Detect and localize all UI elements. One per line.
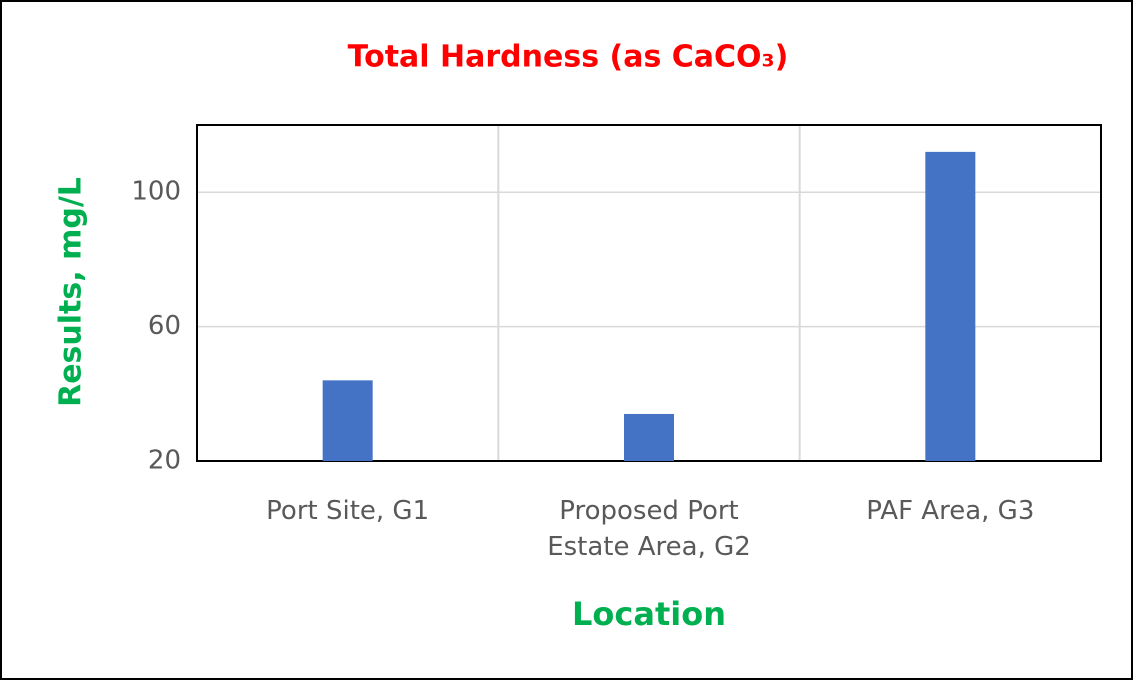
bar — [624, 413, 674, 461]
x-tick-label: Port Site, G1 — [266, 496, 430, 526]
x-tick-label: Proposed Port Estate Area, G2 — [547, 496, 751, 562]
y-tick-label: 100 — [131, 177, 181, 207]
x-tick-label: PAF Area, G3 — [866, 496, 1035, 526]
y-tick-label: 60 — [148, 311, 181, 341]
y-tick-label: 20 — [148, 446, 181, 476]
bar — [925, 151, 976, 461]
x-axis-label: Location — [572, 595, 726, 633]
y-axis-label: Results, mg/L — [54, 177, 89, 407]
chart-title: Total Hardness (as CaCO₃) — [348, 40, 789, 75]
bar — [322, 380, 373, 461]
